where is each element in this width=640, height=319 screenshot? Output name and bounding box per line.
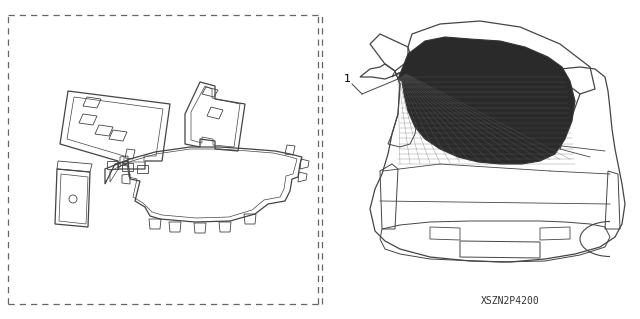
- Polygon shape: [398, 37, 575, 164]
- Text: 1: 1: [344, 74, 351, 84]
- Text: XSZN2P4200: XSZN2P4200: [481, 296, 540, 306]
